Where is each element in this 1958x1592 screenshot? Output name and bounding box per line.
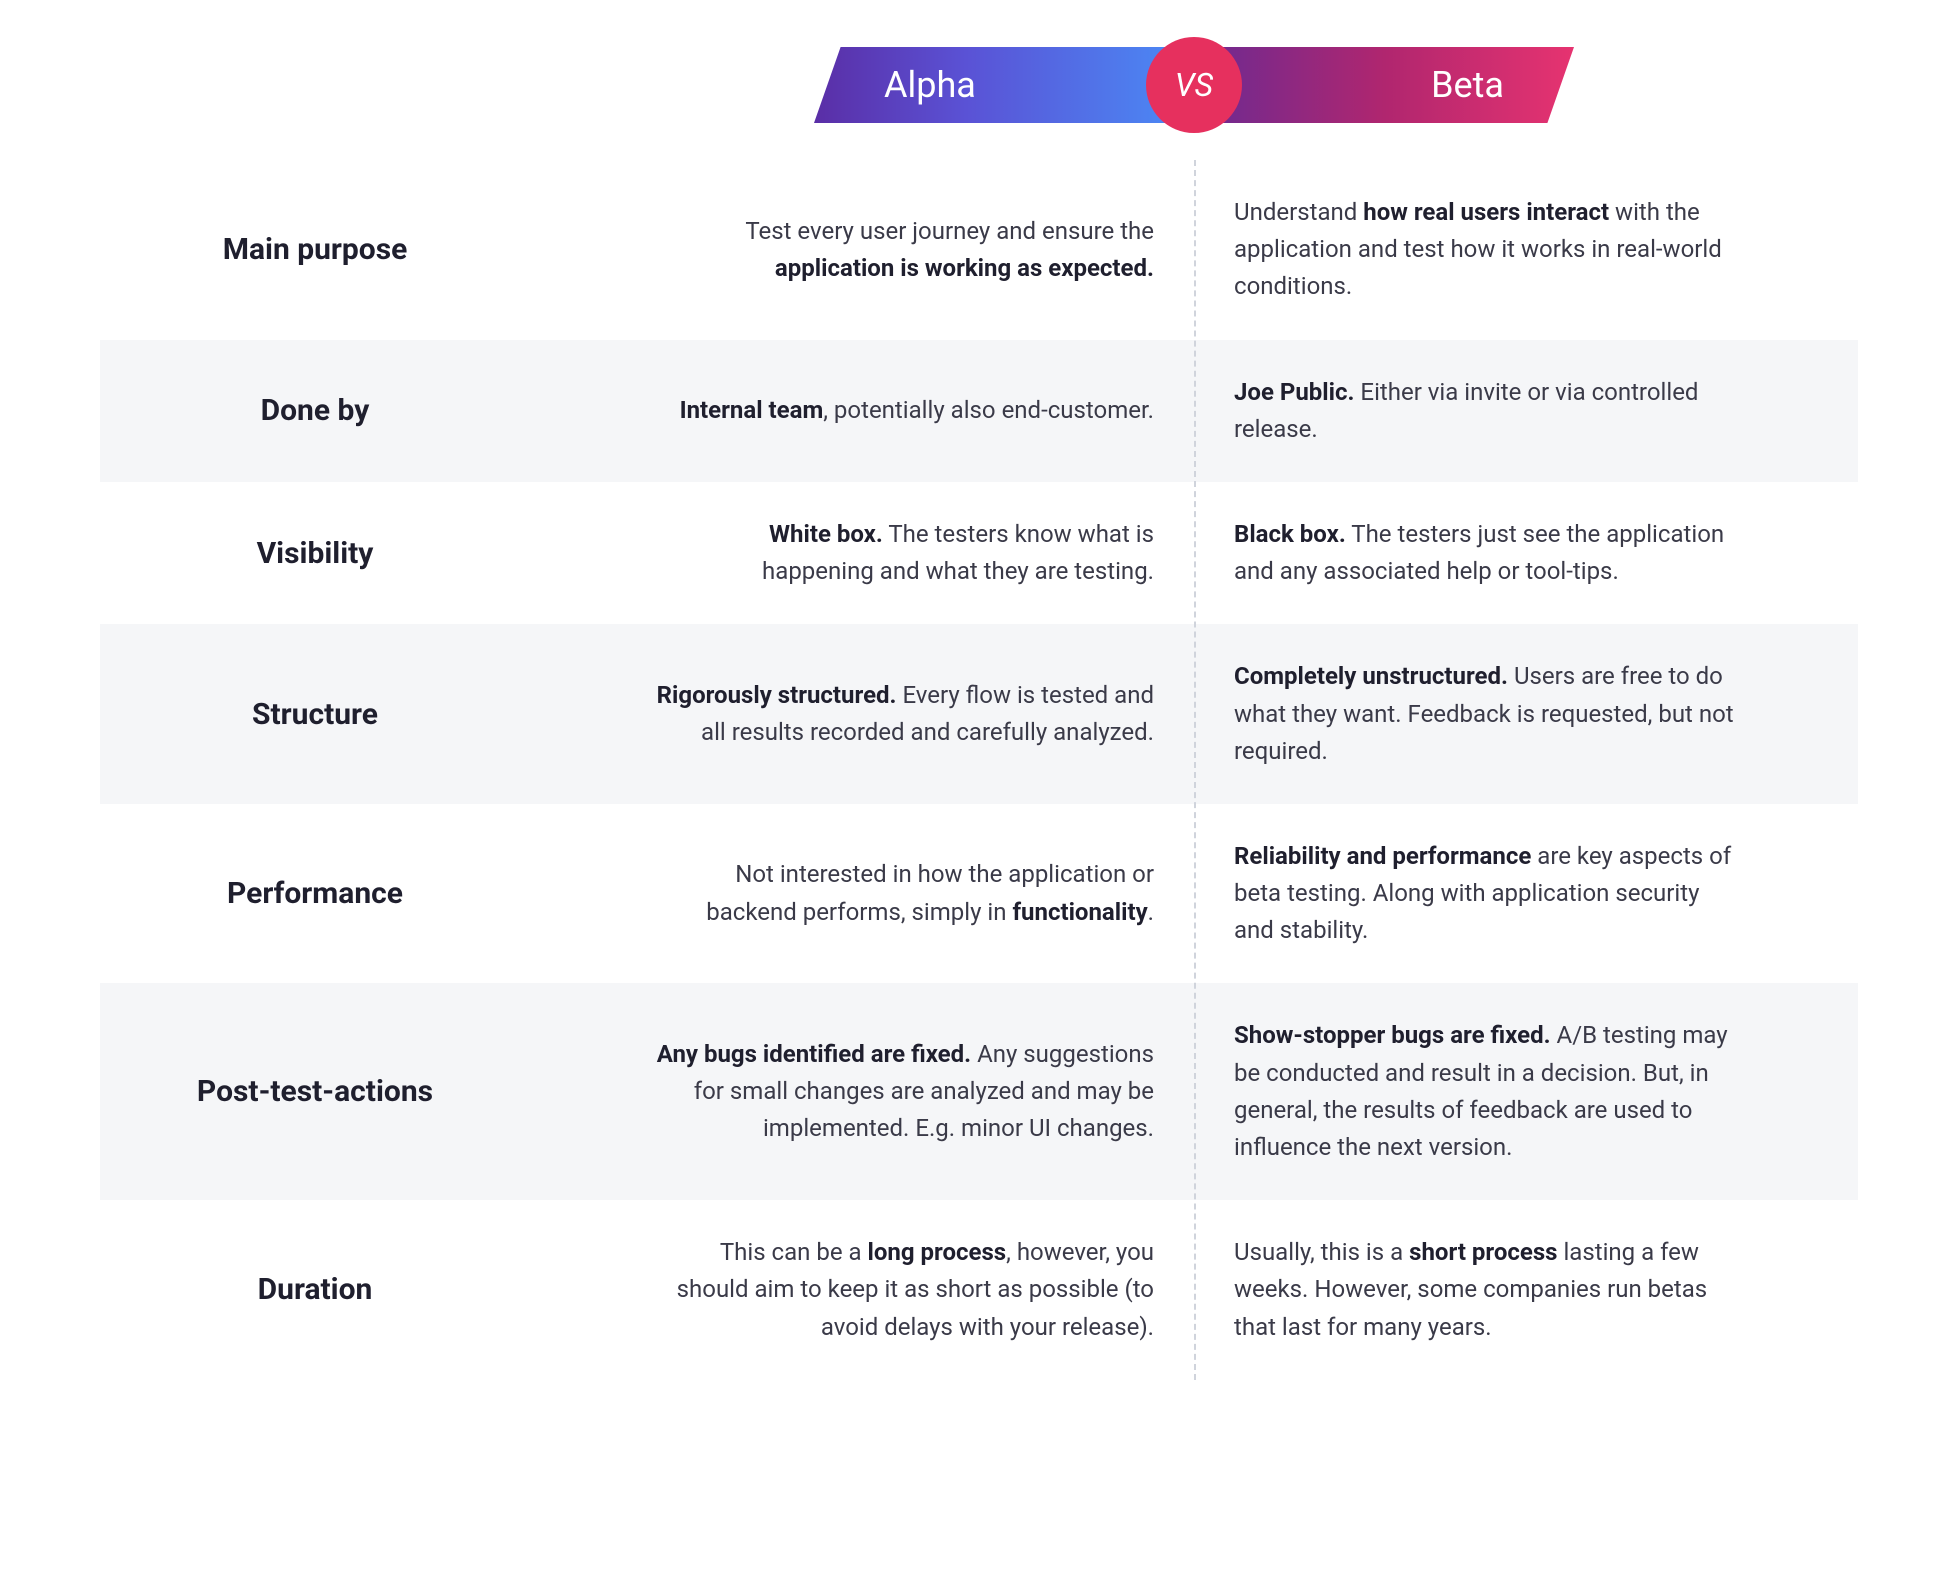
alpha-cell: Test every user journey and ensure the a… <box>530 188 1194 312</box>
table-body: Main purpose Test every user journey and … <box>100 160 1858 1380</box>
alpha-banner: Alpha <box>814 47 1194 123</box>
beta-text: Black box. The testers just see the appl… <box>1234 516 1734 590</box>
header-row: Alpha Beta VS <box>100 40 1858 130</box>
table-row: Duration This can be a long process, howe… <box>100 1200 1858 1380</box>
beta-cell: Understand how real users interact with … <box>1194 188 1858 312</box>
row-label: Done by <box>100 368 530 454</box>
alpha-text: Not interested in how the application or… <box>654 856 1154 930</box>
row-label: Duration <box>100 1228 530 1352</box>
vs-badge: VS <box>1146 37 1242 133</box>
beta-banner: Beta <box>1194 47 1574 123</box>
beta-cell: Reliability and performance are key aspe… <box>1194 832 1858 956</box>
alpha-text: White box. The testers know what is happ… <box>654 516 1154 590</box>
table-row: Post-test-actions Any bugs identified are… <box>100 983 1858 1200</box>
beta-text: Completely unstructured. Users are free … <box>1234 658 1734 770</box>
beta-text: Understand how real users interact with … <box>1234 194 1734 306</box>
alpha-text: Test every user journey and ensure the a… <box>654 213 1154 287</box>
row-label: Post-test-actions <box>100 1011 530 1172</box>
beta-cell: Usually, this is a short process lasting… <box>1194 1228 1858 1352</box>
table-row: Main purpose Test every user journey and … <box>100 160 1858 340</box>
beta-text: Usually, this is a short process lasting… <box>1234 1234 1734 1346</box>
beta-text: Joe Public. Either via invite or via con… <box>1234 374 1734 448</box>
beta-cell: Joe Public. Either via invite or via con… <box>1194 368 1858 454</box>
beta-text: Reliability and performance are key aspe… <box>1234 838 1734 950</box>
table-row: Performance Not interested in how the app… <box>100 804 1858 984</box>
beta-cell: Completely unstructured. Users are free … <box>1194 652 1858 776</box>
row-label: Structure <box>100 652 530 776</box>
table-row: Done by Internal team, potentially also e… <box>100 340 1858 482</box>
alpha-text: Rigorously structured. Every flow is tes… <box>654 677 1154 751</box>
alpha-cell: Internal team, potentially also end-cust… <box>530 368 1194 454</box>
row-label: Performance <box>100 832 530 956</box>
alpha-cell: This can be a long process, however, you… <box>530 1228 1194 1352</box>
alpha-text: Any bugs identified are fixed. Any sugge… <box>654 1036 1154 1148</box>
alpha-cell: Not interested in how the application or… <box>530 832 1194 956</box>
alpha-text: Internal team, potentially also end-cust… <box>680 392 1154 429</box>
vertical-divider <box>1194 160 1196 1380</box>
vs-badge-label: VS <box>1175 66 1213 104</box>
comparison-table: Alpha Beta VS Main purpose Test every use… <box>100 40 1858 1380</box>
beta-cell: Show-stopper bugs are fixed. A/B testing… <box>1194 1011 1858 1172</box>
beta-cell: Black box. The testers just see the appl… <box>1194 510 1858 596</box>
alpha-cell: White box. The testers know what is happ… <box>530 510 1194 596</box>
row-label: Main purpose <box>100 188 530 312</box>
row-label: Visibility <box>100 510 530 596</box>
table-row: Structure Rigorously structured. Every fl… <box>100 624 1858 804</box>
header-banners: Alpha Beta VS <box>530 40 1858 130</box>
alpha-cell: Rigorously structured. Every flow is tes… <box>530 652 1194 776</box>
beta-banner-label: Beta <box>1431 64 1504 106</box>
beta-text: Show-stopper bugs are fixed. A/B testing… <box>1234 1017 1734 1166</box>
alpha-banner-label: Alpha <box>884 64 976 106</box>
alpha-text: This can be a long process, however, you… <box>654 1234 1154 1346</box>
table-row: Visibility White box. The testers know wh… <box>100 482 1858 624</box>
alpha-cell: Any bugs identified are fixed. Any sugge… <box>530 1011 1194 1172</box>
